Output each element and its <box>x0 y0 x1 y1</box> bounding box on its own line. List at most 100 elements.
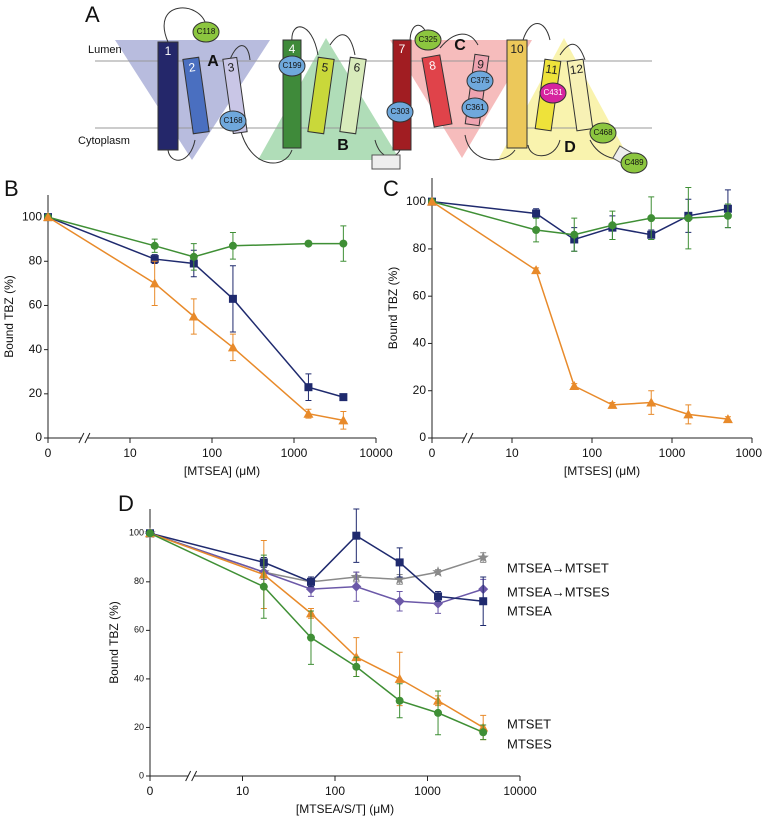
marker <box>146 529 154 538</box>
x-tick-label: 10000 <box>503 784 537 798</box>
y-tick-label: 60 <box>413 288 427 302</box>
cysteine <box>278 55 306 77</box>
x-tick-label: 1000 <box>414 784 441 798</box>
helix: 7 <box>392 39 412 151</box>
marker <box>569 381 580 390</box>
x-tick-label: 10000 <box>735 446 762 460</box>
y-tick-label: 40 <box>134 673 144 683</box>
x-tick-label: 100 <box>202 446 222 460</box>
marker <box>150 255 159 264</box>
y-tick-label: 40 <box>413 336 427 350</box>
helix-body <box>421 54 453 128</box>
y-axis-label: Bound TBZ (%) <box>107 601 121 683</box>
cysteine-label: C468 <box>593 128 613 137</box>
series-line <box>47 216 344 422</box>
cysteine <box>219 110 247 132</box>
helix-number: 6 <box>353 60 362 75</box>
x-axis-label: [MTSEA/S/T] (μM) <box>296 802 394 816</box>
cysteine <box>192 21 220 43</box>
helix-body <box>566 58 594 132</box>
x-tick-label: 100 <box>325 784 345 798</box>
marker <box>304 383 313 392</box>
marker <box>259 582 268 591</box>
marker <box>723 211 732 220</box>
panel-label: D <box>118 491 134 516</box>
marker <box>189 252 198 261</box>
marker <box>395 696 404 705</box>
helix-body <box>506 39 528 149</box>
cysteine-label: C431 <box>543 88 563 97</box>
legend-label: MTSEA <box>507 603 552 618</box>
marker <box>647 214 656 223</box>
helix-number: 7 <box>399 42 406 56</box>
legend-label: MTSES <box>507 736 552 751</box>
marker <box>432 566 444 577</box>
helix-body <box>307 56 335 135</box>
marker <box>150 241 159 250</box>
axis-break <box>461 432 474 444</box>
domain-label: D <box>564 139 576 156</box>
series-line <box>149 532 484 602</box>
axis-break <box>78 432 91 444</box>
helix-body <box>392 39 412 151</box>
helix: 2 <box>182 56 210 135</box>
y-axis-label: Bound TBZ (%) <box>386 267 400 349</box>
marker <box>434 592 443 601</box>
y-axis-label: Bound TBZ (%) <box>2 275 16 357</box>
marker <box>477 551 489 563</box>
helix-body <box>157 41 179 151</box>
x-tick-label: 0 <box>429 446 436 460</box>
y-tick-label: 60 <box>134 625 144 635</box>
series-line <box>431 201 729 420</box>
marker <box>304 239 313 248</box>
helix: 6 <box>339 56 367 135</box>
marker <box>351 581 362 592</box>
x-tick-label: 1000 <box>281 446 308 460</box>
x-axis-label: [MTSES] (μM) <box>564 464 640 478</box>
helix-number: 4 <box>289 42 296 56</box>
x-tick-label: 100 <box>582 446 602 460</box>
y-tick-label: 100 <box>22 209 42 223</box>
y-tick-label: 20 <box>413 383 427 397</box>
marker <box>434 708 443 717</box>
cysteine <box>466 70 494 92</box>
domain-label: B <box>337 137 349 154</box>
marker <box>149 278 160 288</box>
y-tick-label: 20 <box>29 386 43 400</box>
marker <box>394 673 405 683</box>
marker <box>646 397 657 407</box>
marker <box>479 597 488 606</box>
cysteine <box>620 152 648 174</box>
membrane-label: Lumen <box>88 44 122 56</box>
marker <box>684 214 693 223</box>
marker <box>188 311 199 321</box>
helix: 8 <box>421 54 453 128</box>
x-axis-label: [MTSEA] (μM) <box>184 464 260 478</box>
marker <box>227 342 238 352</box>
marker <box>393 573 406 585</box>
y-tick-label: 80 <box>29 253 43 267</box>
marker <box>394 596 405 607</box>
helix-number: 10 <box>510 42 524 56</box>
series-line <box>149 532 484 729</box>
helix-body <box>182 56 210 135</box>
marker <box>683 409 694 419</box>
y-tick-label: 0 <box>139 770 144 780</box>
cysteine-label: C168 <box>223 116 243 125</box>
marker <box>479 728 488 737</box>
marker <box>570 230 579 239</box>
marker <box>43 212 53 222</box>
cysteine <box>414 29 442 51</box>
marker <box>395 558 404 567</box>
cysteine-label: C375 <box>470 76 490 85</box>
marker <box>722 414 733 424</box>
helix-number: 3 <box>227 60 236 75</box>
marker <box>338 415 349 425</box>
y-tick-label: 0 <box>419 430 426 444</box>
y-tick-label: 20 <box>134 722 144 732</box>
helix-number: 8 <box>428 58 437 73</box>
legend-label: MTSEA→MTSES <box>507 584 610 599</box>
cysteine-label: C489 <box>624 158 644 167</box>
marker <box>303 408 314 418</box>
